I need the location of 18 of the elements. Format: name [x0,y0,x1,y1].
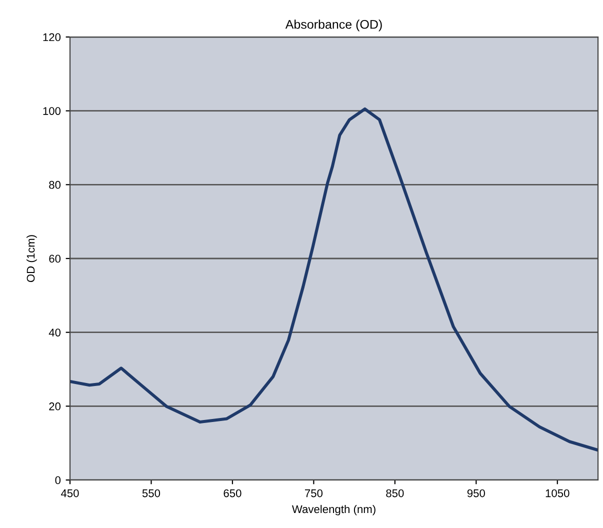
y-tick-label: 60 [49,254,61,263]
y-tick-label: 120 [43,33,61,42]
x-tick-label: 650 [224,489,242,498]
y-tick-label: 0 [55,476,61,484]
x-tick-label: 550 [142,489,160,498]
x-tick-label: 1050 [546,489,570,498]
y-tick-label: 80 [49,180,61,189]
x-tick-label: 850 [386,489,404,498]
x-tick-label: 450 [60,489,79,498]
y-tick-label: 20 [49,402,61,410]
chart-title: Absorbance (OD) [285,20,382,32]
x-tick-label: 750 [304,489,323,498]
y-axis-title: OD (1cm) [26,235,37,282]
y-tick-label: 40 [48,328,61,336]
y-tick-label: 100 [43,107,61,115]
line-series [70,107,598,452]
x-tick-label: 950 [467,489,485,498]
x-axis-title: Wavelength (nm) [292,504,376,516]
